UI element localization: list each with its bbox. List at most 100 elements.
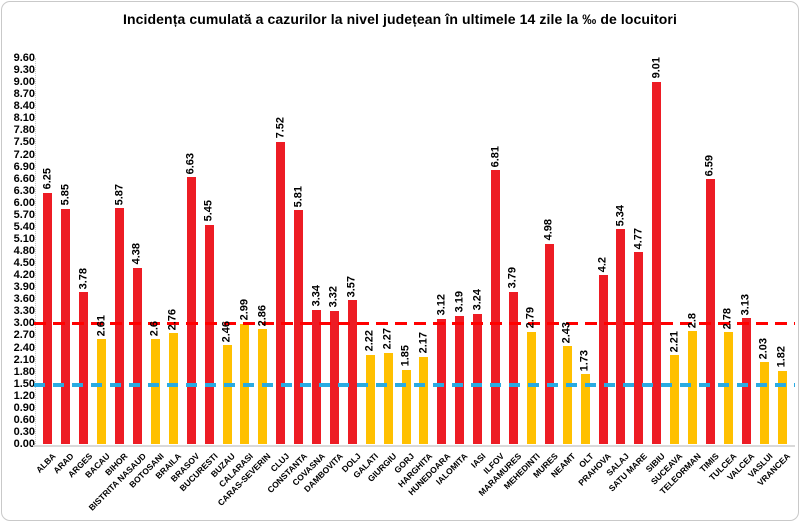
- bar-value-label: 4.98: [542, 219, 555, 241]
- bar-bacau: [97, 339, 107, 444]
- y-axis-tick-label: 7.80: [13, 124, 35, 137]
- bar-bihor: [115, 207, 125, 444]
- y-axis-tick-label: 0.60: [13, 413, 35, 426]
- y-axis-tick-label: 4.50: [13, 257, 35, 270]
- y-axis-tick-label: 6.30: [13, 184, 35, 197]
- y-axis-tick-label: 7.20: [13, 148, 35, 161]
- bar-value-label: 2.21: [668, 330, 681, 353]
- bar-alba: [43, 192, 53, 444]
- bar-teleorman: [688, 331, 698, 444]
- bar-tulcea: [723, 332, 733, 444]
- bar-value-label: 2.79: [524, 307, 537, 329]
- bar-timis: [705, 179, 715, 444]
- y-axis-tick-label: 9.30: [13, 64, 35, 77]
- bar-value-label: 5.34: [614, 204, 627, 227]
- bar-value-label: 3.12: [435, 294, 448, 316]
- bar-cluj: [276, 141, 286, 444]
- bar-value-label: 5.81: [292, 185, 305, 208]
- bar-value-label: 2.61: [95, 314, 108, 337]
- bar-value-label: 7.52: [274, 117, 287, 139]
- y-axis-tick-label: 1.50: [13, 377, 35, 390]
- bar-suceava: [670, 355, 680, 444]
- bar-constanta: [294, 210, 304, 444]
- bar-value-label: 5.45: [202, 200, 215, 222]
- bar-value-label: 2.99: [238, 299, 251, 321]
- y-axis-tick-label: 1.80: [13, 365, 35, 378]
- y-axis-tick-label: 5.10: [13, 232, 35, 245]
- bar-value-label: 3.32: [327, 286, 340, 308]
- reference-line-upper-threshold: [34, 322, 795, 326]
- bar-dolj: [347, 300, 357, 444]
- chart-title: Incidența cumulată a cazurilor la nivel …: [123, 11, 677, 27]
- bar-satu-mare: [634, 252, 644, 444]
- y-axis-tick-label: 3.90: [13, 281, 35, 294]
- bar-mures: [544, 243, 554, 444]
- y-axis-tick-label: 2.40: [13, 341, 35, 354]
- bar-value-label: 2.86: [256, 304, 269, 327]
- y-axis-tick-label: 1.20: [13, 389, 35, 402]
- y-axis-tick-label: 8.40: [13, 100, 35, 113]
- y-axis-line: [35, 58, 36, 444]
- bar-bistrita-nasaud: [132, 267, 142, 444]
- bar-value-label: 1.85: [399, 345, 412, 367]
- bar-value-label: 3.79: [506, 267, 519, 289]
- bar-gorj: [401, 369, 411, 444]
- bar-value-label: 6.25: [41, 168, 54, 190]
- bar-galati: [365, 354, 375, 444]
- y-axis-tick-label: 3.60: [13, 293, 35, 306]
- bar-value-label: 2.8: [686, 313, 699, 329]
- bar-brasov: [186, 177, 196, 444]
- y-axis-tick-label: 6.90: [13, 160, 35, 173]
- bar-giurgiu: [383, 352, 393, 444]
- bar-value-label: 1.73: [578, 350, 591, 372]
- bar-value-label: 9.01: [650, 57, 663, 79]
- y-axis-tick-label: 9.60: [13, 52, 35, 64]
- bar-value-label: 3.24: [471, 289, 484, 311]
- bar-buzau: [222, 345, 232, 444]
- bar-olt: [580, 374, 590, 444]
- bar-value-label: 3.57: [345, 276, 358, 298]
- bar-braila: [168, 333, 178, 444]
- bar-ilfov: [491, 170, 501, 444]
- bar-value-label: 2.46: [220, 320, 233, 343]
- bar-value-label: 1.82: [775, 346, 788, 368]
- y-axis-tick-label: 6.60: [13, 172, 35, 185]
- bar-value-label: 2.43: [560, 321, 573, 344]
- bar-botosani: [150, 339, 160, 444]
- bar-sibiu: [652, 81, 662, 444]
- bar-maramures: [508, 291, 518, 444]
- y-axis-tick-label: 9.00: [13, 76, 35, 89]
- y-axis-tick-label: 3.30: [13, 305, 35, 318]
- y-axis-tick-label: 8.10: [13, 112, 35, 125]
- bar-value-label: 6.81: [489, 145, 502, 168]
- y-axis-tick-label: 4.20: [13, 269, 35, 282]
- bar-hunedoara: [437, 318, 447, 444]
- bar-value-label: 5.85: [59, 184, 72, 206]
- bar-value-label: 4.2: [596, 256, 609, 273]
- y-axis-tick-label: 3.00: [13, 317, 35, 330]
- bar-ialomita: [455, 315, 465, 444]
- bar-arges: [79, 292, 89, 444]
- y-axis-tick-label: 5.40: [13, 220, 35, 233]
- bar-salaj: [616, 229, 626, 444]
- bar-covasna: [312, 309, 322, 444]
- bar-arad: [61, 208, 71, 444]
- bar-value-label: 3.34: [310, 285, 323, 307]
- y-axis-tick-label: 7.50: [13, 136, 35, 149]
- bar-value-label: 6.59: [703, 154, 716, 177]
- y-axis-tick-label: 5.70: [13, 208, 35, 221]
- bar-harghita: [419, 356, 429, 444]
- bar-value-label: 2.76: [166, 308, 179, 331]
- y-axis-tick-label: 8.70: [13, 88, 35, 101]
- y-axis-tick-label: 2.10: [13, 353, 35, 366]
- bar-bucuresti: [204, 224, 214, 444]
- bar-dambovita: [329, 310, 339, 444]
- y-axis-tick-label: 0.00: [13, 438, 35, 450]
- bar-vrancea: [777, 370, 787, 444]
- bar-value-label: 2.27: [381, 328, 394, 350]
- reference-line-lower-threshold: [34, 382, 795, 387]
- bar-value-label: 2.22: [363, 330, 376, 352]
- y-axis-tick-label: 2.70: [13, 329, 35, 342]
- bar-value-label: 3.19: [453, 291, 466, 313]
